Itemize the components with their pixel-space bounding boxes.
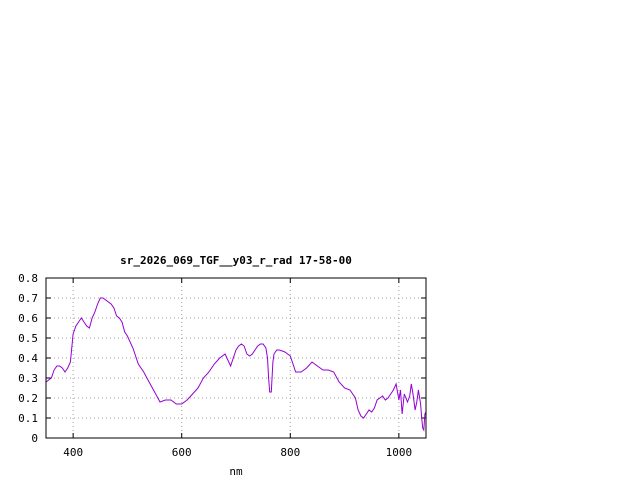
y-tick-label: 0.6 xyxy=(18,312,38,325)
y-tick-label: 0.4 xyxy=(18,352,38,365)
x-tick-label: 400 xyxy=(63,446,83,459)
y-tick-label: 0.5 xyxy=(18,332,38,345)
spectrum-series-line xyxy=(45,297,427,432)
y-tick-labels: 0 0.1 0.2 0.3 0.4 0.5 0.6 0.7 0.8 xyxy=(18,272,38,445)
x-tick-label: 1000 xyxy=(386,446,413,459)
x-axis-label: nm xyxy=(229,465,243,478)
y-tick-label: 0.8 xyxy=(18,272,38,285)
y-tick-label: 0.2 xyxy=(18,392,38,405)
plot-frame xyxy=(45,277,427,439)
chart-title: sr_2026_069_TGF__y03_r_rad 17-58-00 xyxy=(120,254,352,267)
grid xyxy=(46,278,426,438)
y-tick-label: 0.1 xyxy=(18,412,38,425)
y-tick-label: 0.7 xyxy=(18,292,38,305)
x-tick-labels: 400 600 800 1000 xyxy=(63,446,412,459)
y-tick-label: 0 xyxy=(31,432,38,445)
x-tick-label: 800 xyxy=(280,446,300,459)
x-tick-label: 600 xyxy=(172,446,192,459)
y-tick-label: 0.3 xyxy=(18,372,38,385)
